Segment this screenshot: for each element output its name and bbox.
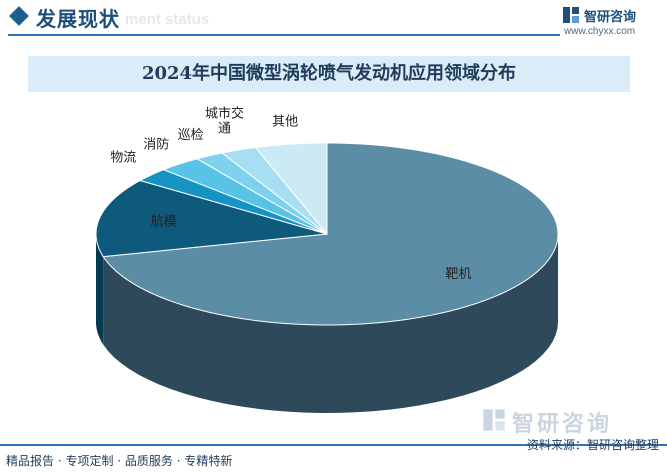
footer-tags: 精品报告 · 专项定制 · 品质服务 · 专精特新	[6, 454, 233, 468]
source-note: 资料来源：智研咨询整理	[526, 438, 659, 452]
page-title: 发展现状	[36, 7, 120, 31]
pie-label-3: 消防	[143, 137, 169, 153]
pie-label-6: 其他	[272, 115, 298, 130]
pie-slice-4	[195, 152, 328, 235]
watermark-logo: 智研咨询	[482, 406, 652, 437]
pie-label-0: 靶机	[445, 267, 471, 282]
logo-name: 智研咨询	[584, 10, 637, 25]
watermark-logo-text: 智研咨询	[512, 412, 613, 437]
logo-url: www.chyxx.com	[564, 26, 636, 37]
footer: 精品报告 · 专项定制 · 品质服务 · 专精特新 资料来源：智研咨询整理	[0, 438, 667, 472]
pie-slice-1	[95, 179, 328, 258]
brand-logo: 智研咨询 www.chyxx.com	[562, 4, 662, 38]
pie-sides	[96, 234, 558, 413]
pie-label-4: 巡检	[178, 128, 204, 143]
header-subtitle-watermark: ment status	[125, 11, 210, 28]
pie-slice-5	[220, 146, 328, 235]
header-divider	[8, 34, 560, 36]
pie-slice-6	[254, 142, 328, 236]
pie-tops	[95, 142, 559, 326]
footer-divider	[0, 444, 667, 446]
pie-side-0	[103, 234, 558, 413]
watermark-logo-icon	[483, 409, 505, 431]
chart-title: 2024年中国微型涡轮喷气发动机应用领域分布	[28, 56, 630, 92]
pie-slice-3	[162, 158, 328, 235]
pie-slice-2	[138, 169, 328, 235]
logo-icon	[563, 7, 579, 23]
pie-label-5: 城市交通	[205, 106, 244, 137]
pie-side-1	[96, 234, 104, 345]
pie-slice-0	[102, 142, 559, 326]
pie-label-1: 航模	[151, 214, 177, 230]
header: ment status 发展现状	[0, 0, 667, 40]
pie-label-2: 物流	[110, 150, 136, 165]
